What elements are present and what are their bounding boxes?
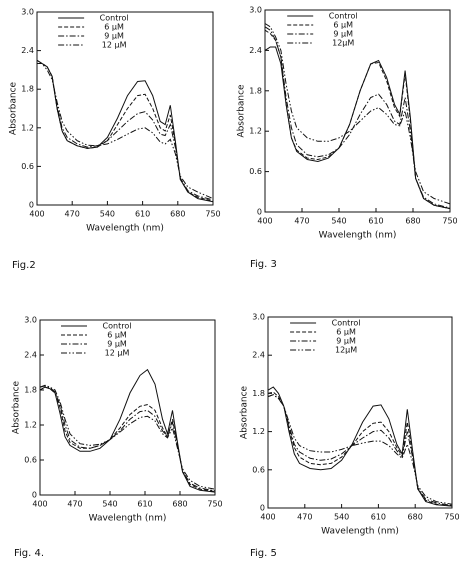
y-tick-label: 3.0 — [24, 316, 37, 325]
y-tick-label: 1.8 — [24, 386, 37, 395]
y-tick-label: 2.4 — [24, 351, 37, 360]
legend-label: Control — [103, 322, 132, 331]
y-tick-label: 0.6 — [24, 456, 37, 465]
legend-label: Control — [100, 14, 129, 23]
figure-caption: Fig. 4. — [14, 548, 44, 559]
y-axis-label: Absorbance — [240, 385, 250, 439]
x-tick-label: 610 — [135, 210, 150, 219]
plot-frame — [267, 316, 453, 509]
x-tick-label: 470 — [297, 513, 312, 522]
legend-label: 9 μM — [336, 337, 356, 346]
figure-caption: Fig. 3 — [250, 259, 277, 270]
x-tick-label: 680 — [405, 217, 420, 226]
x-tick-label: 400 — [260, 513, 275, 522]
x-tick-label: 750 — [442, 217, 457, 226]
legend-label: 12μM — [332, 39, 354, 48]
x-tick-label: 680 — [172, 500, 187, 509]
series-line — [39, 368, 216, 493]
x-axis-label: Wavelength (nm) — [86, 224, 164, 234]
y-axis-label: Absorbance — [237, 84, 247, 138]
y-axis-label: Absorbance — [12, 380, 22, 434]
x-tick-label: 470 — [294, 217, 309, 226]
y-tick-label: 2.4 — [249, 46, 262, 55]
series-line — [267, 394, 453, 505]
x-tick-label: 470 — [65, 210, 80, 219]
y-tick-label: 1.2 — [252, 427, 265, 436]
x-tick-label: 470 — [67, 500, 82, 509]
plot-frame — [36, 11, 214, 206]
x-tick-label: 400 — [257, 217, 272, 226]
x-tick-label: 540 — [102, 500, 117, 509]
series-line — [267, 391, 453, 507]
y-tick-label: 1.2 — [21, 123, 34, 132]
series-line — [267, 394, 453, 506]
y-tick-label: 0 — [260, 504, 265, 513]
x-axis-label: Wavelength (nm) — [89, 514, 167, 524]
legend-label: 12 μM — [105, 349, 130, 358]
series-line — [39, 384, 216, 490]
y-axis-label: Absorbance — [9, 81, 19, 135]
y-tick-label: 0 — [257, 208, 262, 217]
legend-label: 6 μM — [104, 23, 124, 32]
legend-label: 9 μM — [104, 32, 124, 41]
legend-label: 6 μM — [107, 331, 127, 340]
x-tick-label: 540 — [334, 513, 349, 522]
y-tick-label: 1.8 — [21, 85, 34, 94]
legend-label: 9 μM — [107, 340, 127, 349]
y-tick-label: 1.2 — [249, 127, 262, 136]
legend-label: Control — [329, 12, 358, 21]
y-tick-label: 2.4 — [252, 351, 265, 360]
series-line — [36, 59, 214, 201]
x-tick-label: 750 — [444, 513, 459, 522]
x-tick-label: 400 — [32, 500, 47, 509]
x-axis-label: Wavelength (nm) — [321, 527, 399, 537]
series-line — [37, 63, 214, 202]
y-tick-label: 0 — [29, 201, 34, 210]
legend-label: Control — [332, 319, 361, 328]
x-tick-label: 610 — [368, 217, 383, 226]
y-tick-label: 2.4 — [21, 46, 34, 55]
series-line — [36, 59, 214, 200]
x-tick-label: 540 — [331, 217, 346, 226]
y-tick-label: 3.0 — [249, 6, 262, 15]
legend-label: 9 μM — [333, 30, 353, 39]
x-tick-label: 400 — [29, 210, 44, 219]
y-tick-label: 0.6 — [21, 162, 34, 171]
legend-label: 6 μM — [336, 328, 356, 337]
plot-frame — [264, 9, 451, 213]
x-tick-label: 610 — [137, 500, 152, 509]
figure-caption: Fig.2 — [12, 260, 36, 271]
series-line — [264, 23, 451, 205]
x-tick-label: 750 — [205, 210, 220, 219]
y-tick-label: 3.0 — [21, 8, 34, 17]
y-tick-label: 0 — [32, 491, 37, 500]
x-tick-label: 750 — [207, 500, 222, 509]
y-tick-label: 1.2 — [24, 421, 37, 430]
y-tick-label: 1.8 — [249, 86, 262, 95]
x-tick-label: 540 — [100, 210, 115, 219]
figure-caption: Fig. 5 — [250, 548, 277, 559]
y-tick-label: 0.6 — [252, 465, 265, 474]
y-tick-label: 1.8 — [252, 389, 265, 398]
series-line — [267, 386, 453, 507]
x-tick-label: 680 — [170, 210, 185, 219]
y-tick-label: 0.6 — [249, 167, 262, 176]
x-axis-label: Wavelength (nm) — [319, 231, 397, 241]
series-line — [39, 386, 216, 492]
legend-label: 12μM — [335, 346, 357, 355]
plot-frame — [39, 319, 216, 496]
series-line — [264, 46, 451, 210]
series-line — [264, 26, 451, 209]
y-tick-label: 3.0 — [252, 313, 265, 322]
x-tick-label: 610 — [371, 513, 386, 522]
x-tick-label: 680 — [408, 513, 423, 522]
series-line — [39, 385, 216, 492]
series-line — [264, 29, 451, 210]
legend-label: 6 μM — [333, 21, 353, 30]
legend-label: 12 μM — [102, 41, 127, 50]
